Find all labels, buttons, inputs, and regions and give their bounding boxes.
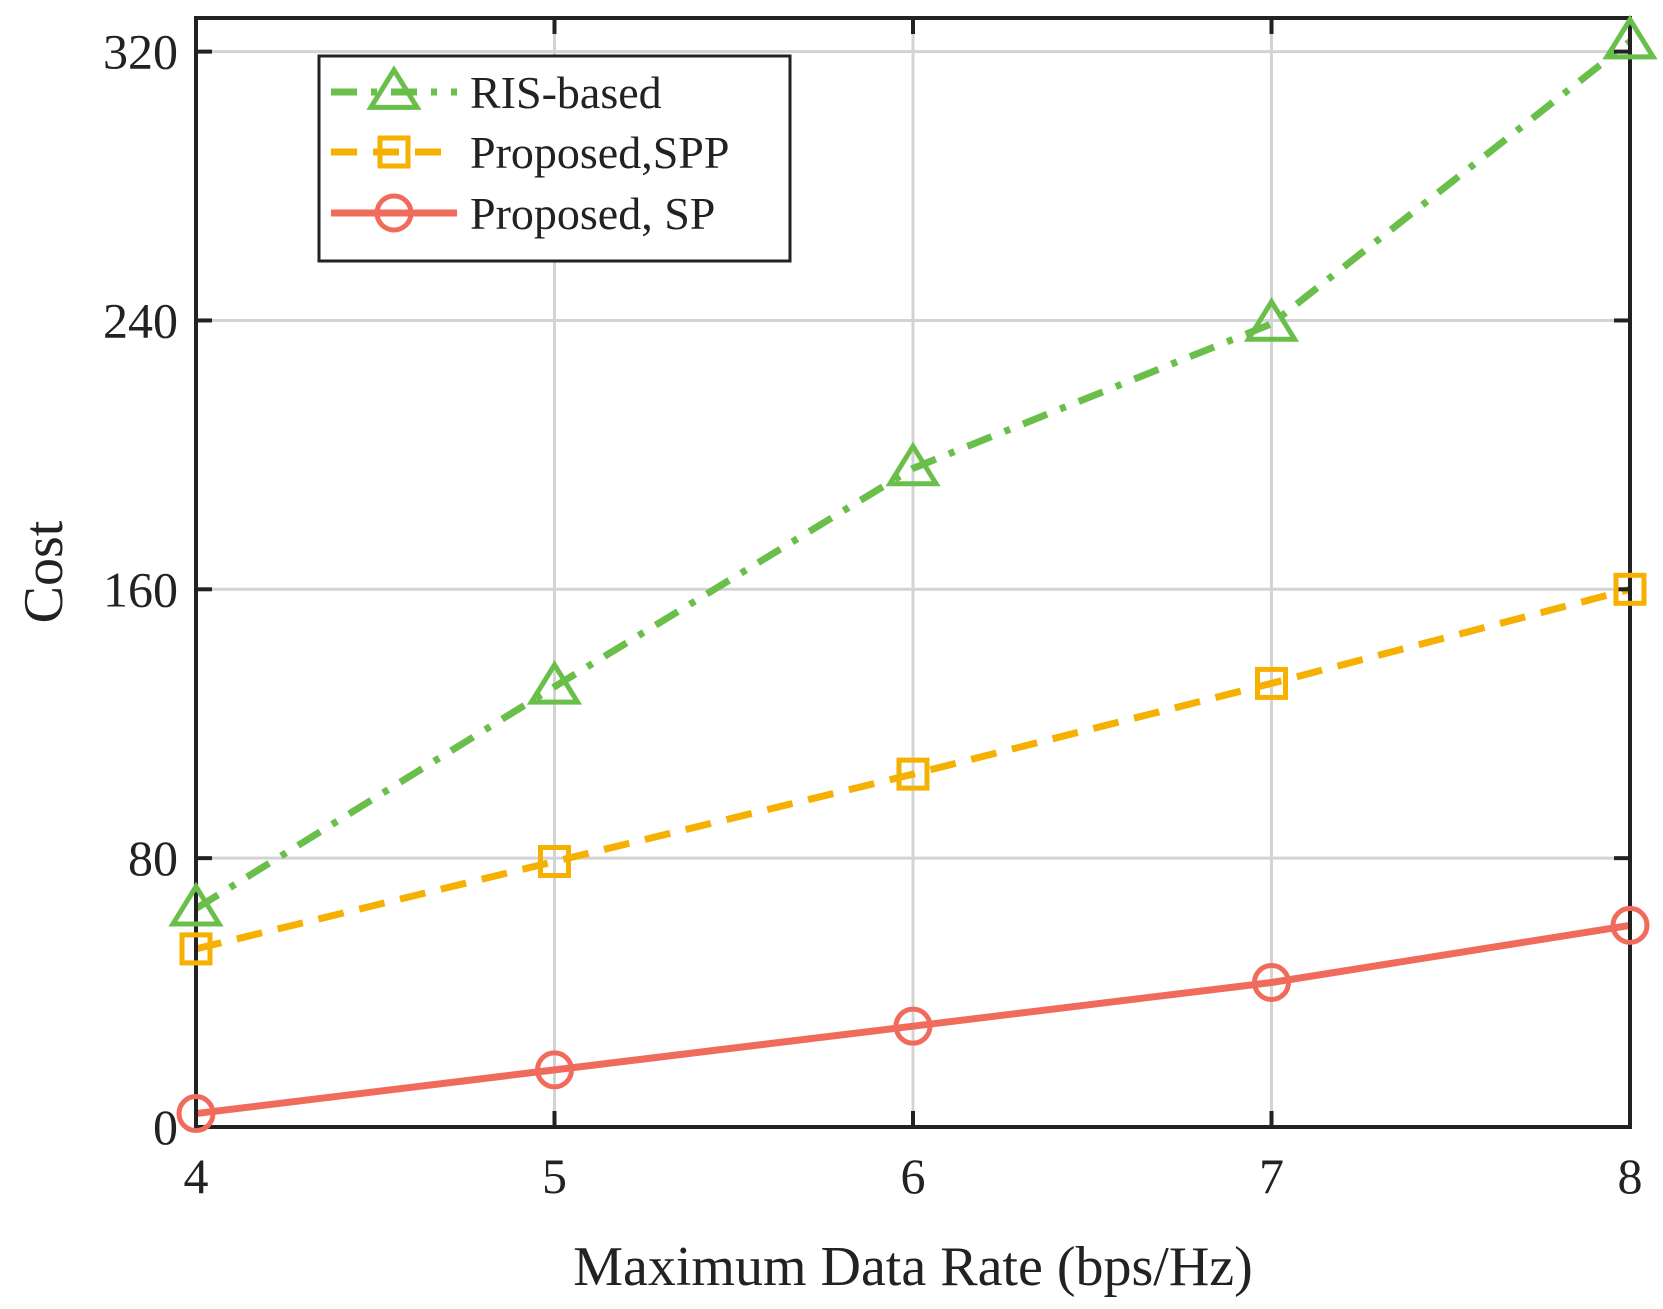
legend-label-sp: Proposed, SP <box>470 188 715 239</box>
series-markers <box>168 14 1658 1134</box>
data-point-sp <box>1610 905 1650 945</box>
legend-marker-ris <box>366 65 422 110</box>
data-point-sp <box>176 1094 216 1134</box>
y-tick-label: 320 <box>103 24 178 80</box>
data-point-spp <box>896 757 930 791</box>
series-line-ris <box>194 38 1633 912</box>
y-tick-label: 80 <box>128 830 178 886</box>
x-tick-label: 8 <box>1618 1148 1643 1204</box>
legend-marker-sp <box>374 193 414 233</box>
y-tick-label: 240 <box>103 292 178 348</box>
legend: RIS-based Proposed,SPP Proposed, SP <box>317 54 792 263</box>
data-point-spp <box>538 845 571 879</box>
y-tick-label: 0 <box>153 1099 178 1155</box>
legend-label-ris: RIS-based <box>470 67 662 118</box>
data-point-spp <box>1255 666 1288 700</box>
series-line-spp <box>195 585 1631 953</box>
data-point-ris <box>526 660 583 705</box>
legend-label-spp: Proposed,SPP <box>470 127 729 178</box>
x-axis-label: Maximum Data Rate (bps/Hz) <box>573 1236 1253 1298</box>
series-lines <box>194 38 1633 1118</box>
data-point-spp <box>1613 572 1647 606</box>
y-tick-label: 160 <box>103 561 178 617</box>
x-tick-label: 5 <box>542 1148 567 1204</box>
data-point-ris <box>885 441 941 487</box>
data-point-spp <box>179 932 213 966</box>
data-point-sp <box>1252 962 1291 1002</box>
legend-marker-spp <box>377 135 411 169</box>
y-axis-label: Cost <box>13 520 75 623</box>
series-line-sp <box>195 921 1631 1118</box>
data-point-sp <box>535 1050 574 1090</box>
legend-entries: RIS-based Proposed,SPP Proposed, SP <box>331 65 729 239</box>
data-point-ris <box>168 881 224 927</box>
data-point-sp <box>893 1006 933 1046</box>
x-tick-label: 4 <box>184 1148 209 1204</box>
data-point-ris <box>1602 14 1658 60</box>
data-point-ris <box>1243 297 1300 342</box>
x-tick-label: 7 <box>1259 1148 1284 1204</box>
x-tick-label: 6 <box>901 1148 926 1204</box>
